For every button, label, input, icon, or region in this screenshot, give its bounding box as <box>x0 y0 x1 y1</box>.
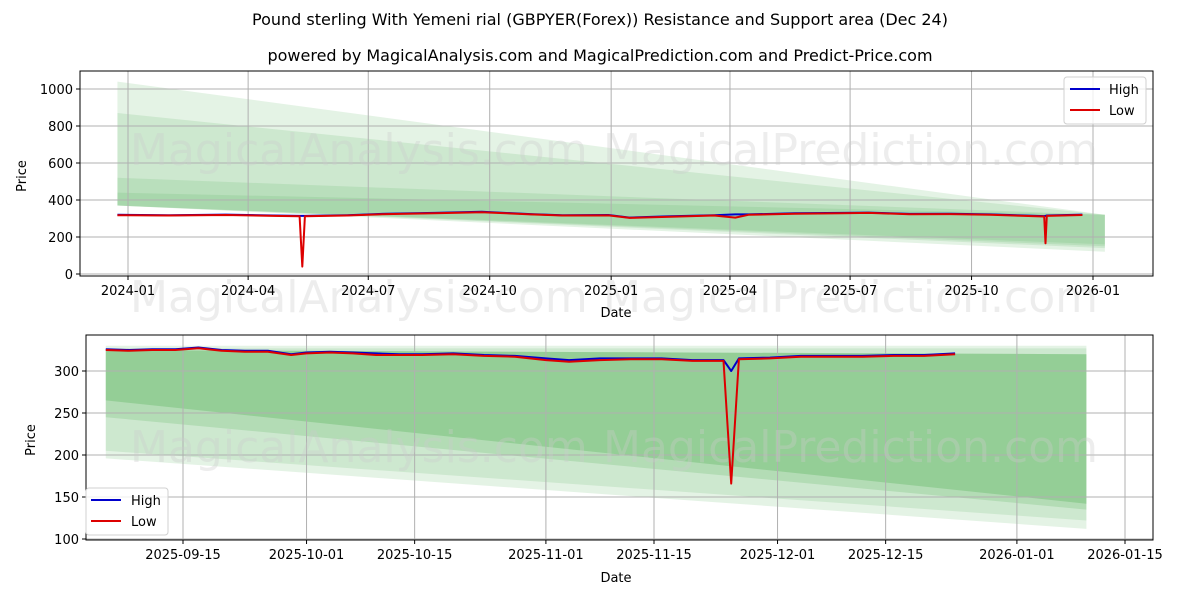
top-chart: MagicalAnalysis.com MagicalPrediction.co… <box>15 70 1154 323</box>
x-tick-label: 2025-10-01 <box>269 548 345 563</box>
x-tick-label: 2025-10 <box>944 284 998 299</box>
series-low-line <box>117 211 1083 268</box>
watermark-left-3: MagicalAnalysis.com <box>130 422 588 473</box>
y-tick-label: 0 <box>65 268 73 283</box>
x-tick-label: 2024-01 <box>101 284 155 299</box>
y-tick-label: 600 <box>48 157 73 172</box>
series-low-line <box>105 347 956 485</box>
y-tick-label: 200 <box>54 449 79 464</box>
x-tick-label: 2024-07 <box>341 284 395 299</box>
watermark-left: MagicalAnalysis.com <box>130 125 588 176</box>
bottom-x-axis-ticks: 2025-09-15 2025-10-01 2025-10-15 2025-11-01… <box>145 540 1163 563</box>
y-tick-label: 200 <box>48 231 73 246</box>
bottom-y-axis-ticks: 100 150 200 250 300 <box>54 365 86 548</box>
x-tick-label: 2025-11-15 <box>616 548 692 563</box>
top-legend: High Low <box>1063 76 1147 125</box>
bottom-x-axis-label: Date <box>600 571 631 586</box>
x-tick-label: 2024-10 <box>463 284 517 299</box>
y-tick-label: 150 <box>54 491 79 506</box>
y-tick-label: 1000 <box>40 83 73 98</box>
watermark-right-3: MagicalPrediction.com <box>603 422 1098 473</box>
top-price-lines <box>117 210 1083 268</box>
x-tick-label: 2025-04 <box>703 284 757 299</box>
x-tick-label: 2025-11-01 <box>508 548 584 563</box>
x-tick-label: 2026-01-01 <box>979 548 1055 563</box>
y-tick-label: 300 <box>54 365 79 380</box>
bottom-price-lines <box>105 346 956 485</box>
y-tick-label: 250 <box>54 407 79 422</box>
chart-title: Pound sterling With Yemeni rial (GBPYER(… <box>252 10 948 29</box>
band-3 <box>105 350 1087 504</box>
x-tick-label: 2026-01-15 <box>1087 548 1163 563</box>
top-gridlines <box>80 71 1153 276</box>
x-tick-label: 2025-12-01 <box>740 548 816 563</box>
x-tick-label: 2025-12-15 <box>848 548 924 563</box>
x-tick-label: 2024-04 <box>221 284 275 299</box>
watermark-left-2: MagicalAnalysis.com <box>130 272 588 323</box>
legend-low-label: Low <box>1109 104 1135 119</box>
bottom-plot-frame <box>85 334 1154 541</box>
y-tick-label: 400 <box>48 194 73 209</box>
legend-high-label: High <box>1109 83 1139 98</box>
top-x-axis-label: Date <box>600 306 631 321</box>
bottom-gridlines <box>86 335 1153 540</box>
bottom-legend: High Low <box>85 487 169 536</box>
bottom-watermark: MagicalAnalysis.com MagicalPrediction.co… <box>130 422 1098 473</box>
band-2 <box>105 350 1087 510</box>
x-tick-label: 2026-01 <box>1066 284 1120 299</box>
top-watermark: MagicalAnalysis.com MagicalPrediction.co… <box>130 125 1098 323</box>
watermark-right-2: MagicalPrediction.com <box>603 272 1098 323</box>
y-tick-label: 100 <box>54 533 79 548</box>
bottom-support-resistance-bands <box>105 345 1087 529</box>
top-y-axis-ticks: 0 200 400 600 800 1000 <box>40 83 80 283</box>
band-0 <box>105 345 1087 529</box>
chart-subtitle: powered by MagicalAnalysis.com and Magic… <box>267 46 933 65</box>
bottom-y-axis-label: Price <box>24 424 39 456</box>
top-y-axis-label: Price <box>15 160 30 192</box>
legend-low-label-2: Low <box>131 515 157 530</box>
top-x-axis-ticks: 2024-01 2024-04 2024-07 2024-10 2025-01 2025-… <box>101 276 1120 299</box>
x-tick-label: 2025-10-15 <box>377 548 453 563</box>
x-tick-label: 2025-09-15 <box>145 548 221 563</box>
top-plot-frame <box>79 70 1154 277</box>
bottom-chart: MagicalAnalysis.com MagicalPrediction.co… <box>24 334 1163 586</box>
legend-high-label-2: High <box>131 494 161 509</box>
bottom-plot-area <box>86 335 1153 540</box>
band-1 <box>105 348 1087 521</box>
watermark-right: MagicalPrediction.com <box>603 125 1098 176</box>
y-tick-label: 800 <box>48 120 73 135</box>
x-tick-label: 2025-01 <box>584 284 638 299</box>
top-plot-area <box>80 71 1153 276</box>
x-tick-label: 2025-07 <box>823 284 877 299</box>
